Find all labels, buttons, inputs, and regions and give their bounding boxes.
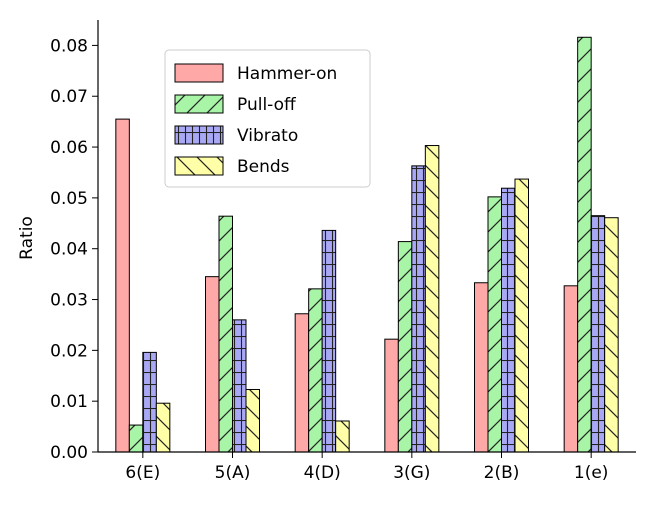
legend-swatch [174, 156, 224, 176]
legend-item-bends: Bends [174, 156, 290, 177]
legend-label: Bends [237, 157, 290, 177]
bar-pull-off-4-d [308, 288, 323, 453]
legend-label: Hammer-on [237, 64, 337, 84]
legend: Hammer-on Pull-off Vibrato Bends [164, 49, 371, 188]
bar-hammer-on-5-a [205, 276, 220, 453]
bar-vibrato-3-g [411, 165, 426, 453]
bar-pull-off-3-g [397, 241, 413, 453]
legend-swatch [174, 63, 224, 83]
y-tick-label: 0.06 [50, 138, 88, 158]
bar-bends-1-e [604, 217, 619, 453]
bar-hammer-on-3-g [384, 338, 399, 453]
bar-pull-off-1-e [577, 36, 592, 453]
legend-item-pull-off: Pull-off [174, 94, 297, 115]
x-tick-label-5-a: 5(A) [215, 463, 251, 483]
y-tick-label: 0.05 [50, 189, 88, 209]
legend-item-vibrato: Vibrato [174, 125, 298, 146]
bar-vibrato-5-a [232, 319, 247, 453]
y-axis-label: Ratio [17, 216, 37, 260]
y-tick-label: 0.01 [50, 392, 88, 412]
bars-layer [115, 36, 619, 453]
bar-vibrato-6-e [142, 351, 157, 453]
bar-bends-2-b [514, 178, 529, 453]
bar-bends-3-g [424, 145, 440, 453]
bar-pull-off-6-e [128, 424, 144, 453]
legend-label: Vibrato [237, 126, 298, 146]
bar-vibrato-2-b [501, 187, 516, 453]
bar-bends-5-a [245, 388, 260, 453]
bar-pull-off-2-b [487, 196, 502, 453]
y-axis-label-group: Ratio [17, 216, 37, 260]
y-tick-label: 0.02 [50, 341, 88, 361]
y-tick-label: 0.08 [50, 36, 88, 56]
x-tick-label-2-b: 2(B) [484, 463, 520, 483]
bar-pull-off-5-a [218, 215, 233, 453]
legend-swatch [174, 125, 224, 145]
bar-hammer-on-2-b [474, 282, 489, 453]
legend-label: Pull-off [237, 95, 297, 115]
legend-swatch [174, 94, 224, 114]
bar-bends-4-d [335, 420, 350, 453]
x-tick-label-3-g: 3(G) [393, 463, 430, 483]
y-tick-label: 0.00 [50, 443, 88, 463]
bar-bends-6-e [155, 402, 171, 453]
x-tick-label-4-d: 4(D) [304, 463, 341, 483]
bar-hammer-on-6-e [115, 118, 130, 453]
y-tick-label: 0.04 [50, 240, 88, 260]
bar-vibrato-1-e [590, 215, 606, 453]
x-tick-label-6-e: 6(E) [125, 463, 160, 483]
axes-layer: 0.00 0.01 0.02 0.03 0.04 0.05 0.06 0.07 0.08 6(E)… [50, 20, 636, 483]
bar-hammer-on-1-e [563, 285, 579, 453]
y-tick-label: 0.03 [50, 291, 88, 311]
bar-hammer-on-4-d [294, 313, 310, 453]
legend-item-hammer-on: Hammer-on [174, 63, 337, 84]
x-tick-label-1-e: 1(e) [574, 463, 609, 483]
y-tick-label: 0.07 [50, 87, 88, 107]
bar-vibrato-4-d [321, 229, 337, 453]
legend-frame [164, 49, 371, 188]
